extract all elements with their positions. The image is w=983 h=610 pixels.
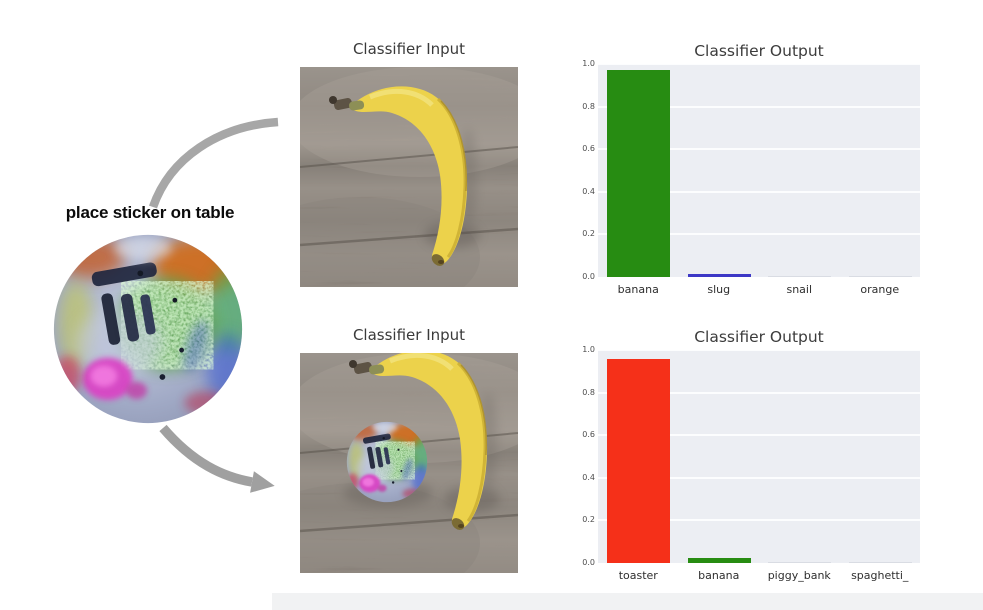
x-category-label: orange bbox=[860, 283, 900, 296]
gridline bbox=[598, 233, 920, 236]
bar-orange bbox=[848, 275, 912, 277]
x-category-label: banana bbox=[617, 283, 659, 296]
x-category-label: spaghetti_ bbox=[851, 569, 909, 582]
gridline bbox=[598, 350, 920, 351]
plot-area bbox=[598, 64, 920, 277]
gridline bbox=[598, 434, 920, 437]
y-tick-label: 0.2 bbox=[582, 515, 595, 525]
x-category-label: banana bbox=[698, 569, 740, 582]
video-frame-strip bbox=[272, 593, 983, 610]
y-tick-label: 0.6 bbox=[582, 430, 595, 440]
bar-banana bbox=[687, 558, 751, 563]
classifier-output-chart-bottom: Classifier Output 0.0 0.2 0.4 0.6 0.8 1.0 toas… bbox=[580, 326, 936, 590]
x-category-label: snail bbox=[786, 283, 813, 296]
gridline bbox=[598, 391, 920, 394]
gridline bbox=[598, 190, 920, 193]
bar-piggy_bank bbox=[768, 561, 831, 563]
y-tick-label: 0.2 bbox=[582, 229, 595, 239]
y-tick-label: 0.0 bbox=[582, 558, 595, 567]
bar-slug bbox=[687, 273, 751, 277]
classifier-input-panel-top: Classifier Input bbox=[300, 40, 518, 287]
adversarial-sticker-image bbox=[52, 233, 244, 425]
annotation-place-sticker: place sticker on table bbox=[65, 203, 235, 222]
bar-toaster bbox=[607, 358, 670, 563]
y-tick-label: 1.0 bbox=[582, 59, 595, 68]
bar-snail bbox=[768, 275, 831, 277]
input-photo-banana-with-sticker bbox=[300, 353, 518, 573]
classifier-output-title-top: Classifier Output bbox=[694, 42, 824, 60]
x-category-label: slug bbox=[707, 283, 731, 296]
y-tick-label: 0.0 bbox=[582, 272, 595, 281]
y-tick-label: 0.4 bbox=[582, 472, 595, 482]
classifier-input-panel-bottom: Classifier Input bbox=[300, 326, 518, 573]
gridline bbox=[598, 476, 920, 479]
y-tick-label: 1.0 bbox=[582, 345, 595, 354]
curved-arrow-to-top-input-icon bbox=[148, 117, 279, 209]
bar-banana bbox=[607, 70, 670, 277]
curved-arrow-to-bottom-input-icon bbox=[159, 424, 275, 493]
y-tick-label: 0.8 bbox=[582, 387, 595, 397]
classifier-output-chart-top: Classifier Output 0.0 0.2 0.4 0.6 0.8 1.0 bana… bbox=[580, 40, 936, 304]
gridline bbox=[598, 148, 920, 151]
gridline bbox=[598, 519, 920, 522]
y-tick-label: 0.8 bbox=[582, 101, 595, 111]
x-category-label: piggy_bank bbox=[767, 569, 831, 582]
plot-area bbox=[598, 350, 920, 563]
classifier-input-title-bottom: Classifier Input bbox=[352, 326, 466, 344]
classifier-output-title-bottom: Classifier Output bbox=[694, 328, 824, 346]
classifier-input-title-top: Classifier Input bbox=[352, 40, 466, 58]
gridline bbox=[598, 64, 920, 65]
input-photo-banana bbox=[300, 67, 518, 287]
bar-spaghetti_ bbox=[848, 561, 912, 563]
y-tick-label: 0.4 bbox=[582, 186, 595, 196]
x-category-label: toaster bbox=[618, 569, 658, 582]
y-tick-label: 0.6 bbox=[582, 144, 595, 154]
gridline bbox=[598, 105, 920, 108]
